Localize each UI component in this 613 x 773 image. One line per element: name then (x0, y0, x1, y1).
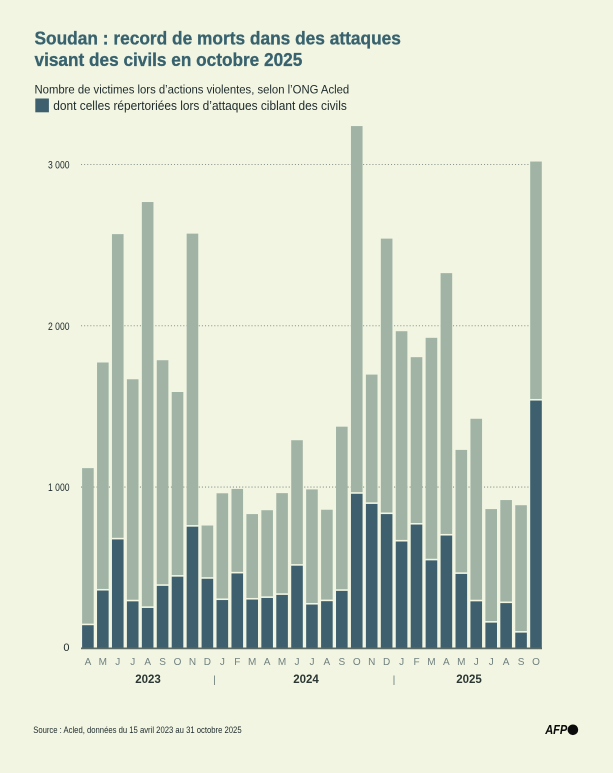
svg-text:3 000: 3 000 (48, 160, 70, 172)
svg-text:A: A (324, 657, 331, 668)
svg-text:M: M (248, 657, 256, 668)
svg-text:M: M (457, 657, 465, 668)
svg-text:1 000: 1 000 (48, 482, 70, 494)
svg-text:J: J (399, 657, 404, 668)
svg-text:visant des civils en octobre 2: visant des civils en octobre 2025 (35, 50, 303, 70)
svg-text:S: S (518, 657, 525, 668)
svg-text:J: J (115, 657, 120, 668)
svg-text:D: D (204, 657, 211, 668)
svg-text:Nombre de victimes lors d’acti: Nombre de victimes lors d’actions violen… (35, 82, 350, 96)
svg-text:J: J (130, 657, 135, 668)
svg-text:Source : Acled, données du 15: Source : Acled, données du 15 avril 2023… (33, 725, 241, 736)
svg-text:J: J (309, 657, 314, 668)
svg-text:N: N (368, 657, 375, 668)
svg-text:S: S (159, 657, 166, 668)
svg-text:S: S (338, 657, 345, 668)
svg-text:D: D (383, 657, 390, 668)
svg-text:|: | (393, 674, 396, 686)
svg-text:J: J (220, 657, 225, 668)
svg-text:dont celles répertoriées lors: dont celles répertoriées lors d’attaques… (53, 99, 347, 113)
svg-text:2024: 2024 (293, 674, 319, 686)
svg-text:0: 0 (63, 642, 69, 654)
svg-text:M: M (278, 657, 286, 668)
svg-text:2 000: 2 000 (48, 321, 70, 333)
svg-text:A: A (443, 657, 450, 668)
svg-text:|: | (213, 674, 216, 686)
svg-text:J: J (295, 657, 300, 668)
svg-text:O: O (532, 657, 540, 668)
svg-text:AFP: AFP (544, 723, 568, 737)
svg-text:O: O (353, 657, 361, 668)
svg-text:O: O (174, 657, 182, 668)
svg-text:A: A (503, 657, 510, 668)
svg-text:A: A (264, 657, 271, 668)
svg-text:F: F (413, 657, 419, 668)
svg-text:A: A (144, 657, 151, 668)
svg-text:A: A (85, 657, 92, 668)
svg-text:Soudan : record de morts dans: Soudan : record de morts dans des attaqu… (35, 29, 401, 49)
svg-text:2023: 2023 (135, 674, 161, 686)
svg-text:F: F (234, 657, 240, 668)
svg-text:M: M (427, 657, 435, 668)
svg-text:J: J (474, 657, 479, 668)
svg-text:J: J (489, 657, 494, 668)
svg-text:2025: 2025 (456, 674, 482, 686)
svg-text:M: M (99, 657, 107, 668)
svg-text:N: N (189, 657, 196, 668)
